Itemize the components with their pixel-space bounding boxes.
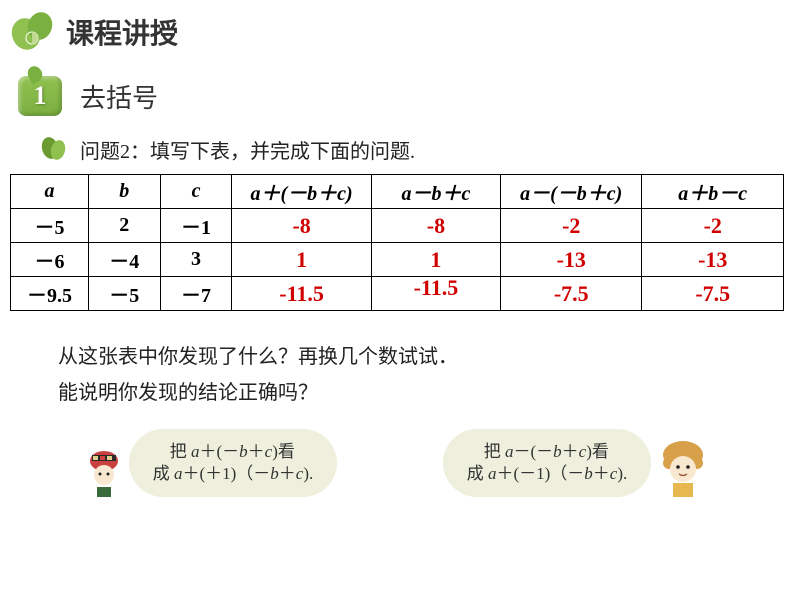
bubble-line: 把 a＋(－b＋c)看 — [153, 441, 314, 463]
col-header: b — [88, 175, 160, 209]
data-table: a b c a＋(－b＋c) a－b＋c a－(－b＋c) a＋b－c －5 2… — [10, 174, 784, 311]
body-line: 能说明你发现的结论正确吗？ — [58, 375, 794, 411]
col-header: a－(－b＋c) — [501, 175, 642, 209]
logo-leaf-icon — [8, 8, 56, 56]
col-header: a＋b－c — [642, 175, 784, 209]
question-prompt: 问题2：填写下表，并完成下面的问题. — [80, 135, 415, 164]
avatar-left-icon — [83, 447, 125, 497]
hint-bubble-right: 把 a－(－b＋c)看 成 a＋(－1)（－b＋c). — [443, 429, 652, 497]
section-title: 去括号 — [80, 78, 158, 115]
table-row: －9.5 －5 －7 -11.5 -11.5 -7.5 -7.5 — [11, 277, 784, 311]
bubble-group-left: 把 a＋(－b＋c)看 成 a＋(＋1)（－b＋c). — [83, 429, 338, 497]
table-row: －5 2 －1 -8 -8 -2 -2 — [11, 209, 784, 243]
page-title: 课程讲授 — [66, 12, 178, 52]
leaf-bullet-icon — [38, 134, 68, 164]
bubble-line: 把 a－(－b＋c)看 — [467, 441, 628, 463]
col-header: c — [160, 175, 232, 209]
overflow-value: -11.5 — [406, 277, 466, 299]
bubble-line: 成 a＋(＋1)（－b＋c). — [153, 463, 314, 485]
col-header: a — [11, 175, 89, 209]
hint-bubble-left: 把 a＋(－b＋c)看 成 a＋(＋1)（－b＋c). — [129, 429, 338, 497]
body-line: 从这张表中你发现了什么？再换几个数试试． — [58, 339, 794, 375]
question-row: 问题2：填写下表，并完成下面的问题. — [38, 134, 794, 164]
header: 课程讲授 — [0, 0, 794, 56]
body-text: 从这张表中你发现了什么？再换几个数试试． 能说明你发现的结论正确吗？ — [58, 339, 794, 411]
table-header-row: a b c a＋(－b＋c) a－b＋c a－(－b＋c) a＋b－c — [11, 175, 784, 209]
table-row: －6 －4 3 1 1 -13 -13 — [11, 243, 784, 277]
bubble-line: 成 a＋(－1)（－b＋c). — [467, 463, 628, 485]
avatar-right-icon — [655, 437, 711, 497]
section-number: 1 — [34, 81, 47, 111]
section-header: 1 去括号 — [18, 76, 794, 116]
section-number-badge: 1 — [18, 76, 62, 116]
hint-bubbles: 把 a＋(－b＋c)看 成 a＋(＋1)（－b＋c). 把 a－(－b＋c)看 … — [0, 429, 794, 497]
col-header: a－b＋c — [371, 175, 500, 209]
bubble-group-right: 把 a－(－b＋c)看 成 a＋(－1)（－b＋c). — [443, 429, 712, 497]
col-header: a＋(－b＋c) — [232, 175, 371, 209]
